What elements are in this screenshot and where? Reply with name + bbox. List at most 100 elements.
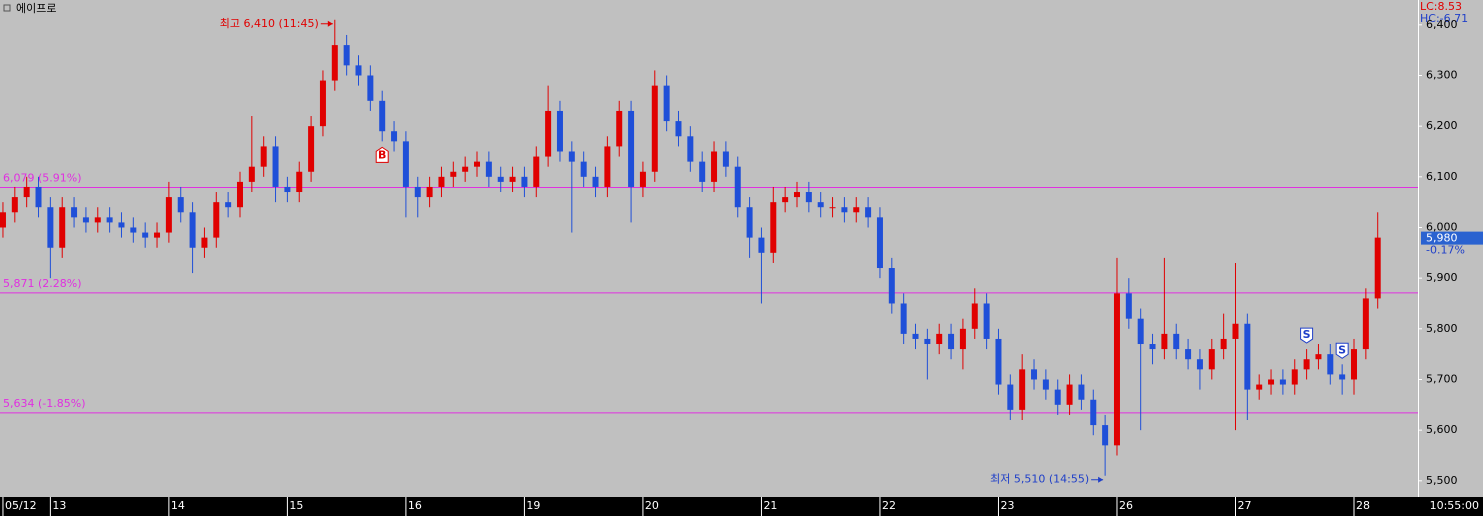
candle-body [722, 151, 729, 167]
candle-body [1137, 318, 1144, 345]
window-title: 에이프로 [16, 2, 56, 15]
candle-body [912, 333, 919, 339]
reference-label: 5,634 (-1.85%) [3, 397, 85, 410]
x-tick-label: 16 [408, 499, 422, 512]
candle-body [402, 141, 409, 187]
candle-body [142, 232, 149, 238]
y-tick-label: 5,800 [1426, 322, 1458, 335]
candle-body [1031, 369, 1038, 380]
x-tick-label: 14 [171, 499, 185, 512]
y-tick-label: 6,100 [1426, 170, 1458, 183]
candle-body [509, 176, 516, 182]
y-tick-label: 6,300 [1426, 68, 1458, 81]
candle-body [1244, 323, 1251, 390]
candle-body [272, 146, 279, 187]
candle-body [1279, 379, 1286, 385]
reference-label: 5,871 (2.28%) [3, 277, 82, 290]
candle-body [355, 65, 362, 76]
candle-body [675, 121, 682, 137]
candle-body [1208, 349, 1215, 370]
hc-label: HC:-6.71 [1420, 12, 1468, 25]
candle-body [82, 217, 89, 223]
candle-body [379, 100, 386, 132]
candle-body [1327, 354, 1334, 375]
candle-body [805, 192, 812, 203]
candle-body [1291, 369, 1298, 385]
candle-body [236, 181, 243, 208]
candle-body [545, 110, 552, 157]
signal-marker [375, 146, 389, 163]
candle-body [1220, 338, 1227, 350]
candle-body [71, 207, 78, 218]
candle-body [154, 232, 161, 238]
candle-body [948, 333, 955, 350]
candle-body [1090, 399, 1097, 426]
candle-body [782, 197, 789, 203]
candle-body [841, 207, 848, 213]
candle-body [971, 303, 978, 329]
candle-body [0, 212, 6, 228]
x-tick-label: 20 [645, 499, 659, 512]
candle-body [35, 186, 42, 208]
candle-body [936, 333, 943, 345]
y-tick-label: 5,900 [1426, 271, 1458, 284]
last-price-change: -0.17% [1426, 244, 1465, 257]
candle-body [580, 161, 587, 177]
candle-body [450, 171, 457, 177]
window-icon [3, 4, 11, 12]
candle-body [11, 197, 18, 213]
x-axis-bar [0, 497, 1483, 516]
candle-body [1019, 369, 1026, 410]
candle-body [876, 217, 883, 269]
signal-marker [1335, 342, 1349, 359]
x-tick-label: 19 [526, 499, 540, 512]
y-tick-label: 6,400 [1426, 18, 1458, 31]
candle-body [248, 166, 255, 182]
candle-body [1042, 379, 1049, 390]
candle-body [497, 176, 504, 182]
candle-body [94, 217, 101, 223]
candle-body [1268, 379, 1275, 385]
y-tick-label: 5,700 [1426, 372, 1458, 385]
y-tick-label: 6,000 [1426, 220, 1458, 233]
candle-body [533, 156, 540, 187]
candle-body [213, 202, 220, 238]
candle-body [1351, 349, 1358, 380]
candle-body [319, 80, 326, 127]
x-tick-label: 28 [1356, 499, 1370, 512]
signal-label: S [1338, 343, 1346, 356]
x-tick-label: 21 [763, 499, 777, 512]
candle-body [189, 212, 196, 248]
candle-body [900, 303, 907, 334]
candle-body [130, 227, 137, 233]
candle-body [853, 207, 860, 213]
candle-body [959, 328, 966, 350]
candle-body [391, 131, 398, 142]
candle-body [165, 197, 172, 233]
candle-body [47, 207, 54, 248]
candle-body [556, 110, 563, 152]
candle-body [1054, 389, 1061, 405]
signal-label: S [1303, 328, 1311, 341]
candle-body [924, 338, 931, 345]
last-price-box [1421, 231, 1483, 245]
candle-body [474, 161, 481, 167]
candle-body [1149, 344, 1156, 350]
candle-body [1102, 425, 1109, 446]
x-tick-label: 26 [1119, 499, 1133, 512]
time-label: 10:55:00 [1430, 499, 1479, 512]
signal-label: B [378, 148, 386, 161]
candle-body [296, 171, 303, 193]
candle-body [1173, 333, 1180, 350]
candle-body [1303, 359, 1310, 370]
reference-label: 6,079 (5.91%) [3, 171, 82, 184]
candle-body [106, 217, 113, 223]
candle-body [865, 207, 872, 218]
candle-body [521, 176, 528, 187]
candle-body [770, 202, 777, 253]
candle-body [331, 45, 338, 81]
annotation: 최저 5,510 (14:55) [990, 473, 1089, 486]
candle-body [1256, 384, 1263, 390]
candle-body [225, 202, 232, 208]
